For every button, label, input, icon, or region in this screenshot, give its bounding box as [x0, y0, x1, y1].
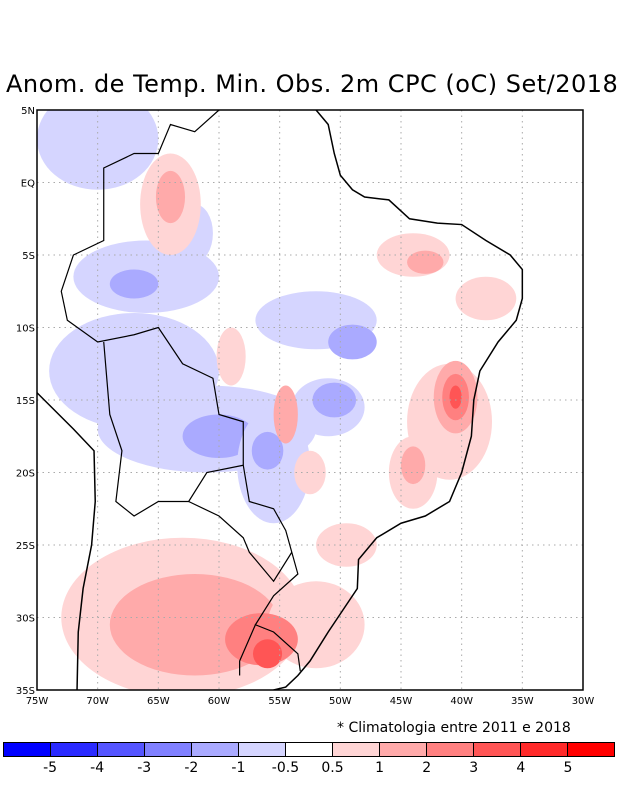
anomaly-region	[273, 385, 298, 444]
colorbar-swatch	[333, 743, 380, 756]
colorbar-swatch	[427, 743, 474, 756]
map-frame	[36, 109, 584, 691]
climatology-note: * Climatologia entre 2011 e 2018	[337, 720, 571, 736]
lon-tick-label: 50W	[329, 696, 352, 707]
colorbar-label: -4	[90, 760, 105, 776]
coastline-west	[37, 392, 96, 690]
lat-tick-label: 30S	[16, 614, 35, 625]
colorbar-swatch	[145, 743, 192, 756]
colorbar-swatch	[474, 743, 521, 756]
colorbar-label: -2	[184, 760, 199, 776]
colorbar-swatch	[286, 743, 333, 756]
colorbar-swatch	[192, 743, 239, 756]
country-border	[188, 500, 293, 583]
colorbar	[3, 742, 615, 757]
anomaly-shading	[37, 110, 517, 690]
lon-tick-label: 75W	[26, 696, 49, 707]
lon-tick-label: 70W	[86, 696, 109, 707]
anomaly-map: 75W 70W 65W 60W 55W 50W 45W 40W 35W 30W 5N EQ 5S 10S 1…	[16, 106, 594, 707]
colorbar-swatch	[239, 743, 286, 756]
colorbar-label: 5	[563, 760, 573, 776]
map-title: Anom. de Temp. Min. Obs. 2m CPC (oC) Set…	[6, 70, 618, 98]
colorbar-labels: -5 -4 -3 -2 -1 -0.5 0.5 1 2 3 4 5	[0, 760, 618, 780]
lat-tick-label: 5S	[22, 251, 35, 262]
lat-tick-label: 20S	[16, 469, 35, 480]
coastlines-borders	[37, 110, 524, 690]
axis-ticks: 75W 70W 65W 60W 55W 50W 45W 40W 35W 30W 5N EQ 5S 10S 1…	[16, 106, 594, 707]
lon-tick-label: 35W	[511, 696, 534, 707]
anomaly-region	[449, 385, 462, 409]
colorbar-label: -3	[137, 760, 152, 776]
colorbar-label: 2	[422, 760, 432, 776]
colorbar-swatch	[568, 743, 614, 756]
anomaly-region	[328, 324, 377, 360]
anomaly-region	[216, 327, 246, 386]
colorbar-label: 3	[469, 760, 479, 776]
anomaly-region	[294, 450, 326, 495]
lon-tick-label: 40W	[450, 696, 473, 707]
lat-tick-label: 25S	[16, 541, 35, 552]
colorbar-swatch	[98, 743, 145, 756]
colorbar-label: 1	[375, 760, 385, 776]
lon-tick-label: 30W	[572, 696, 595, 707]
lon-tick-label: 55W	[268, 696, 291, 707]
country-border	[239, 624, 256, 676]
anomaly-region	[455, 276, 517, 321]
lat-tick-label: 5N	[21, 106, 35, 117]
colorbar-label: -5	[43, 760, 58, 776]
anomaly-region	[252, 639, 283, 669]
anomaly-region	[155, 170, 186, 224]
anomaly-region	[401, 446, 426, 485]
colorbar-swatch	[51, 743, 98, 756]
anomaly-region	[109, 269, 159, 299]
colorbar-label: -0.5	[271, 760, 300, 776]
country-border	[103, 341, 244, 517]
lat-tick-label: 35S	[16, 686, 35, 697]
lon-tick-label: 45W	[390, 696, 413, 707]
anomaly-region	[407, 250, 444, 274]
lat-tick-label: 15S	[16, 396, 35, 407]
colorbar-label: 0.5	[321, 760, 344, 776]
lat-tick-label: EQ	[21, 179, 35, 190]
country-border	[60, 110, 301, 672]
anomaly-region	[182, 414, 256, 458]
coastline-east	[273, 110, 524, 690]
lon-tick-label: 60W	[208, 696, 231, 707]
lat-tick-label: 10S	[16, 324, 35, 335]
colorbar-label: -1	[231, 760, 246, 776]
colorbar-swatch	[521, 743, 568, 756]
lon-tick-label: 65W	[147, 696, 170, 707]
colorbar-swatch	[380, 743, 427, 756]
anomaly-region	[251, 431, 284, 470]
colorbar-swatch	[4, 743, 51, 756]
colorbar-label: 4	[516, 760, 526, 776]
